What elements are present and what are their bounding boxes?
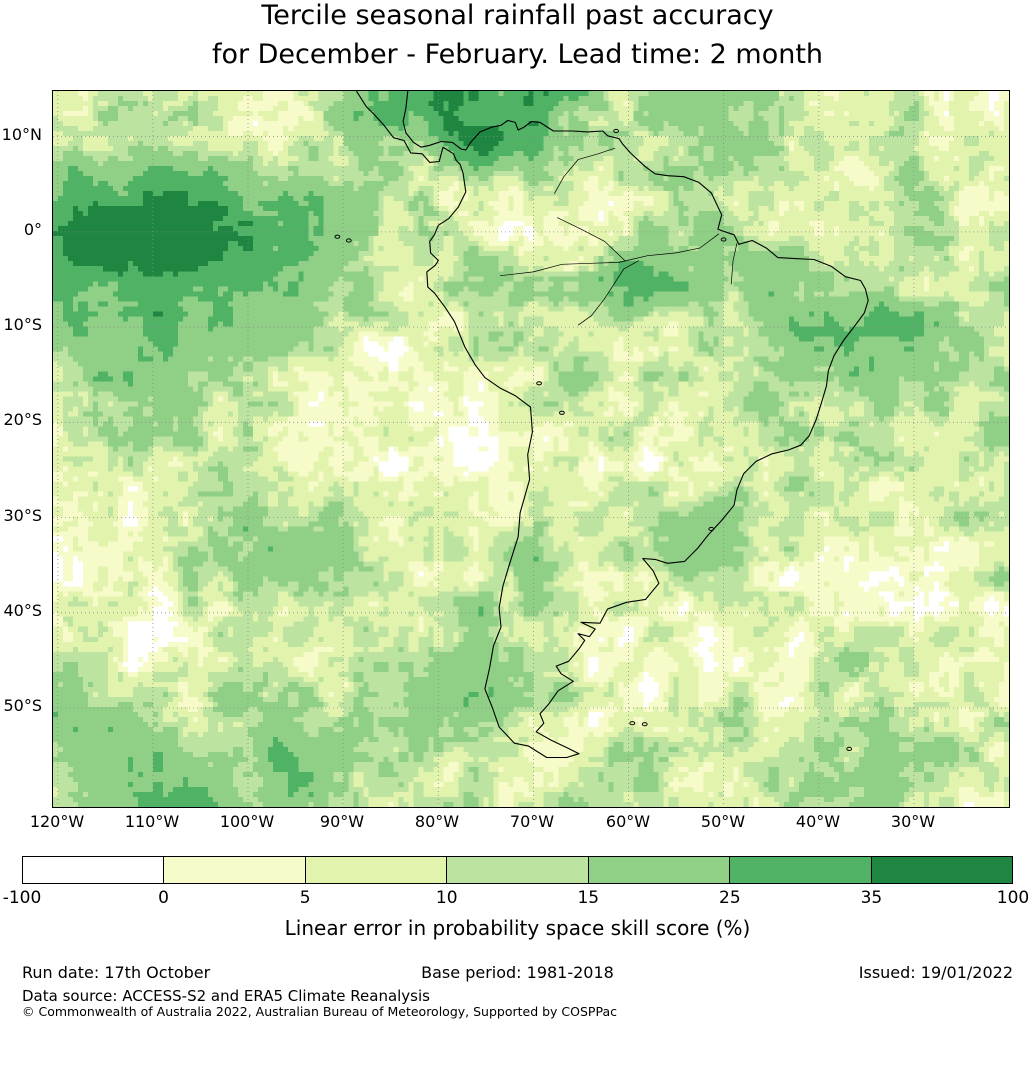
longitude-tick-label: 40°W	[795, 812, 841, 831]
colorbar-segment	[23, 857, 164, 883]
longitude-tick-label: 80°W	[414, 812, 460, 831]
colorbar-segment	[870, 857, 1012, 883]
island-mark	[536, 381, 543, 386]
latitude-tick-label: 40°S	[3, 601, 42, 620]
longitude-axis: 120°W 110°W 100°W 90°W 80°W 70°W 60°W 50°W 40°W 3…	[30, 812, 1008, 834]
colorbar-segment	[446, 857, 588, 883]
longitude-tick-label: 100°W	[219, 812, 275, 831]
map-plot-area	[52, 90, 1010, 808]
colorbar-segment	[729, 857, 871, 883]
latitude-tick-label: 30°S	[3, 506, 42, 525]
colorbar-tick-label: 25	[719, 888, 741, 908]
longitude-tick-label: 110°W	[124, 812, 180, 831]
colorbar-segment	[587, 857, 730, 883]
river-line	[730, 243, 738, 285]
longitude-tick-label: 30°W	[890, 812, 936, 831]
longitude-tick-label: 60°W	[605, 812, 651, 831]
island-mark	[334, 234, 341, 239]
colorbar-segment	[163, 857, 305, 883]
figure-title-line2: for December - February. Lead time: 2 mo…	[211, 39, 824, 70]
island-mark	[613, 128, 619, 134]
latitude-tick-label: 10°S	[3, 315, 42, 334]
river-line	[500, 233, 720, 277]
coastline	[355, 91, 869, 759]
colorbar-segment	[304, 857, 447, 883]
longitude-tick-label: 50°W	[700, 812, 746, 831]
colorbar-tick-label: 100	[996, 888, 1030, 908]
colorbar	[22, 856, 1013, 884]
colorbar-tick-label: -100	[2, 888, 42, 908]
issued-date-text: Issued: 19/01/2022	[858, 963, 1013, 982]
base-period-text: Base period: 1981-2018	[421, 963, 614, 982]
colorbar-tick-label: 15	[577, 888, 600, 908]
longitude-tick-label: 70°W	[509, 812, 555, 831]
island-mark	[345, 238, 352, 243]
latitude-tick-label: 10°N	[1, 125, 42, 144]
colorbar-tick-label: 5	[299, 888, 311, 908]
colorbar-ticks: -100 0 5 10 15 25 35 100	[3, 888, 1030, 910]
skill-field-canvas	[53, 91, 1009, 807]
river-line	[557, 217, 626, 262]
river-line	[553, 147, 616, 194]
map-overlay-svg	[53, 91, 1009, 807]
island-mark	[708, 526, 715, 532]
colorbar-tick-label: 0	[158, 888, 169, 908]
copyright-text: © Commonwealth of Australia 2022, Austra…	[22, 1004, 617, 1019]
island-mark	[846, 746, 853, 752]
run-date-text: Run date: 17th October	[22, 963, 211, 982]
island-mark	[720, 237, 727, 242]
river-line	[577, 260, 640, 326]
colorbar-tick-label: 10	[435, 888, 458, 908]
longitude-tick-label: 120°W	[29, 812, 85, 831]
footer-row: Run date: 17th October Base period: 1981…	[22, 963, 1013, 983]
latitude-tick-label: 50°S	[3, 696, 42, 715]
figure-title: Tercile seasonal rainfall past accuracy …	[0, 0, 1035, 74]
longitude-tick-label: 90°W	[319, 812, 365, 831]
data-source-text: Data source: ACCESS-S2 and ERA5 Climate …	[22, 987, 430, 1005]
latitude-axis: 10°N 0° 10°S 20°S 30°S 40°S 50°S	[0, 90, 48, 808]
colorbar-label: Linear error in probability space skill …	[284, 916, 751, 940]
latitude-tick-label: 20°S	[3, 410, 42, 429]
island-mark	[641, 722, 648, 727]
island-mark	[629, 721, 636, 726]
figure-title-line1: Tercile seasonal rainfall past accuracy	[261, 0, 774, 31]
island-mark	[559, 410, 565, 415]
latitude-tick-label: 0°	[23, 220, 42, 239]
colorbar-tick-label: 35	[860, 888, 883, 908]
